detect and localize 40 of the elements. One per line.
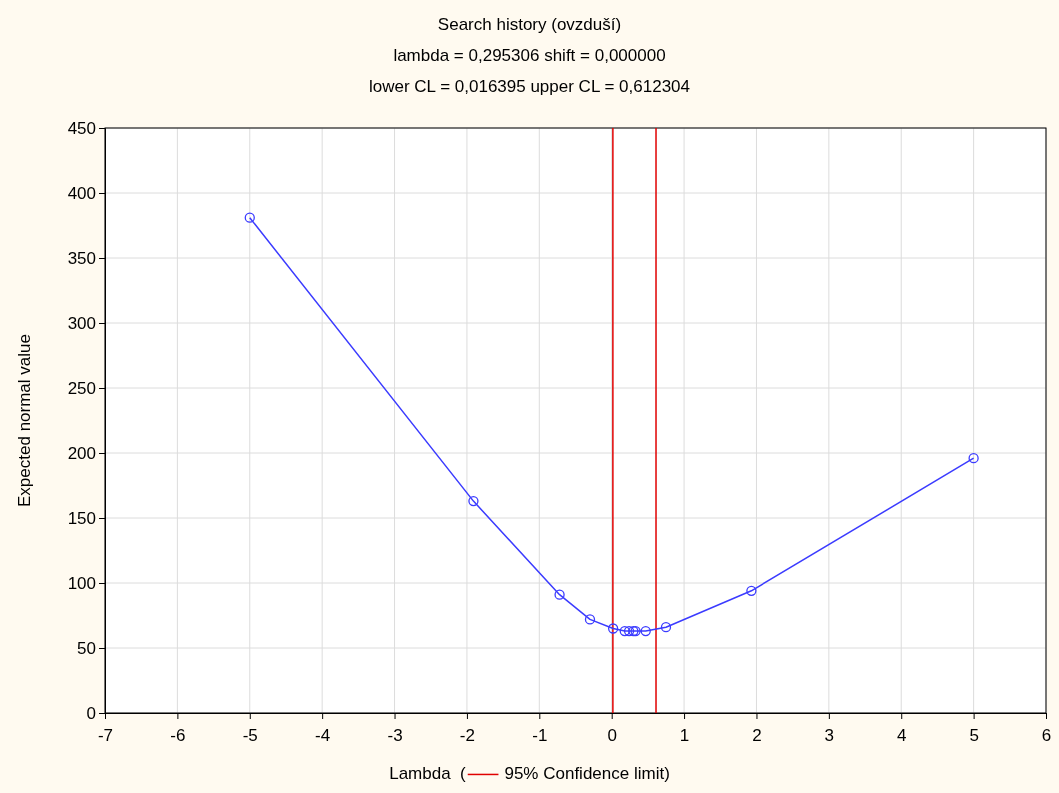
x-tick-label: -3: [387, 725, 403, 745]
point: [660, 622, 672, 633]
point: [619, 625, 630, 637]
point: [584, 614, 596, 625]
chart-subtitle: lambda = 0,295306 shift = 0,000000 lower CL = 0,016395 upper CL = 0,612304: [368, 46, 691, 96]
x-tick-label: 3: [824, 725, 835, 745]
legend-label: 95% Confidence limit): [504, 764, 670, 783]
x-axis-title: Lambda (: [389, 764, 467, 783]
x-tick-label: -2: [459, 725, 475, 745]
point: [746, 585, 757, 596]
x-tick-label: 6: [1041, 725, 1052, 745]
point: [607, 623, 619, 634]
y-tick-label: 450: [67, 118, 96, 138]
x-tick-label: -4: [315, 725, 331, 745]
x-tick-label: -6: [170, 725, 186, 745]
point: [554, 589, 565, 600]
x-tick-label: -7: [97, 725, 114, 745]
y-tick-label: 300: [67, 313, 96, 333]
y-tick-label: 100: [67, 573, 96, 593]
chart-title: Search history (ovzduší): [437, 15, 622, 34]
x-tick-label: 2: [752, 725, 762, 745]
y-tick-label: 350: [67, 248, 96, 268]
point: [968, 453, 979, 464]
x-tick-label: -5: [242, 725, 258, 745]
point: [640, 625, 651, 637]
y-tick-label: 200: [67, 443, 96, 463]
x-tick-label: 1: [679, 725, 690, 745]
x-tick-label: 5: [969, 725, 979, 745]
x-tick-label: 0: [607, 725, 617, 745]
y-tick-label: 400: [67, 183, 96, 203]
x-tick-label: -1: [532, 725, 548, 745]
y-axis-title: Expected normal value: [15, 334, 34, 507]
y-tick-label: 50: [77, 638, 96, 658]
point: [623, 625, 635, 637]
x-tick-label: 4: [897, 725, 907, 745]
y-tick-label: 0: [86, 703, 96, 723]
y-tick-label: 250: [67, 378, 96, 398]
point: [468, 495, 479, 507]
point: [244, 212, 255, 223]
y-tick-label: 150: [67, 508, 96, 528]
